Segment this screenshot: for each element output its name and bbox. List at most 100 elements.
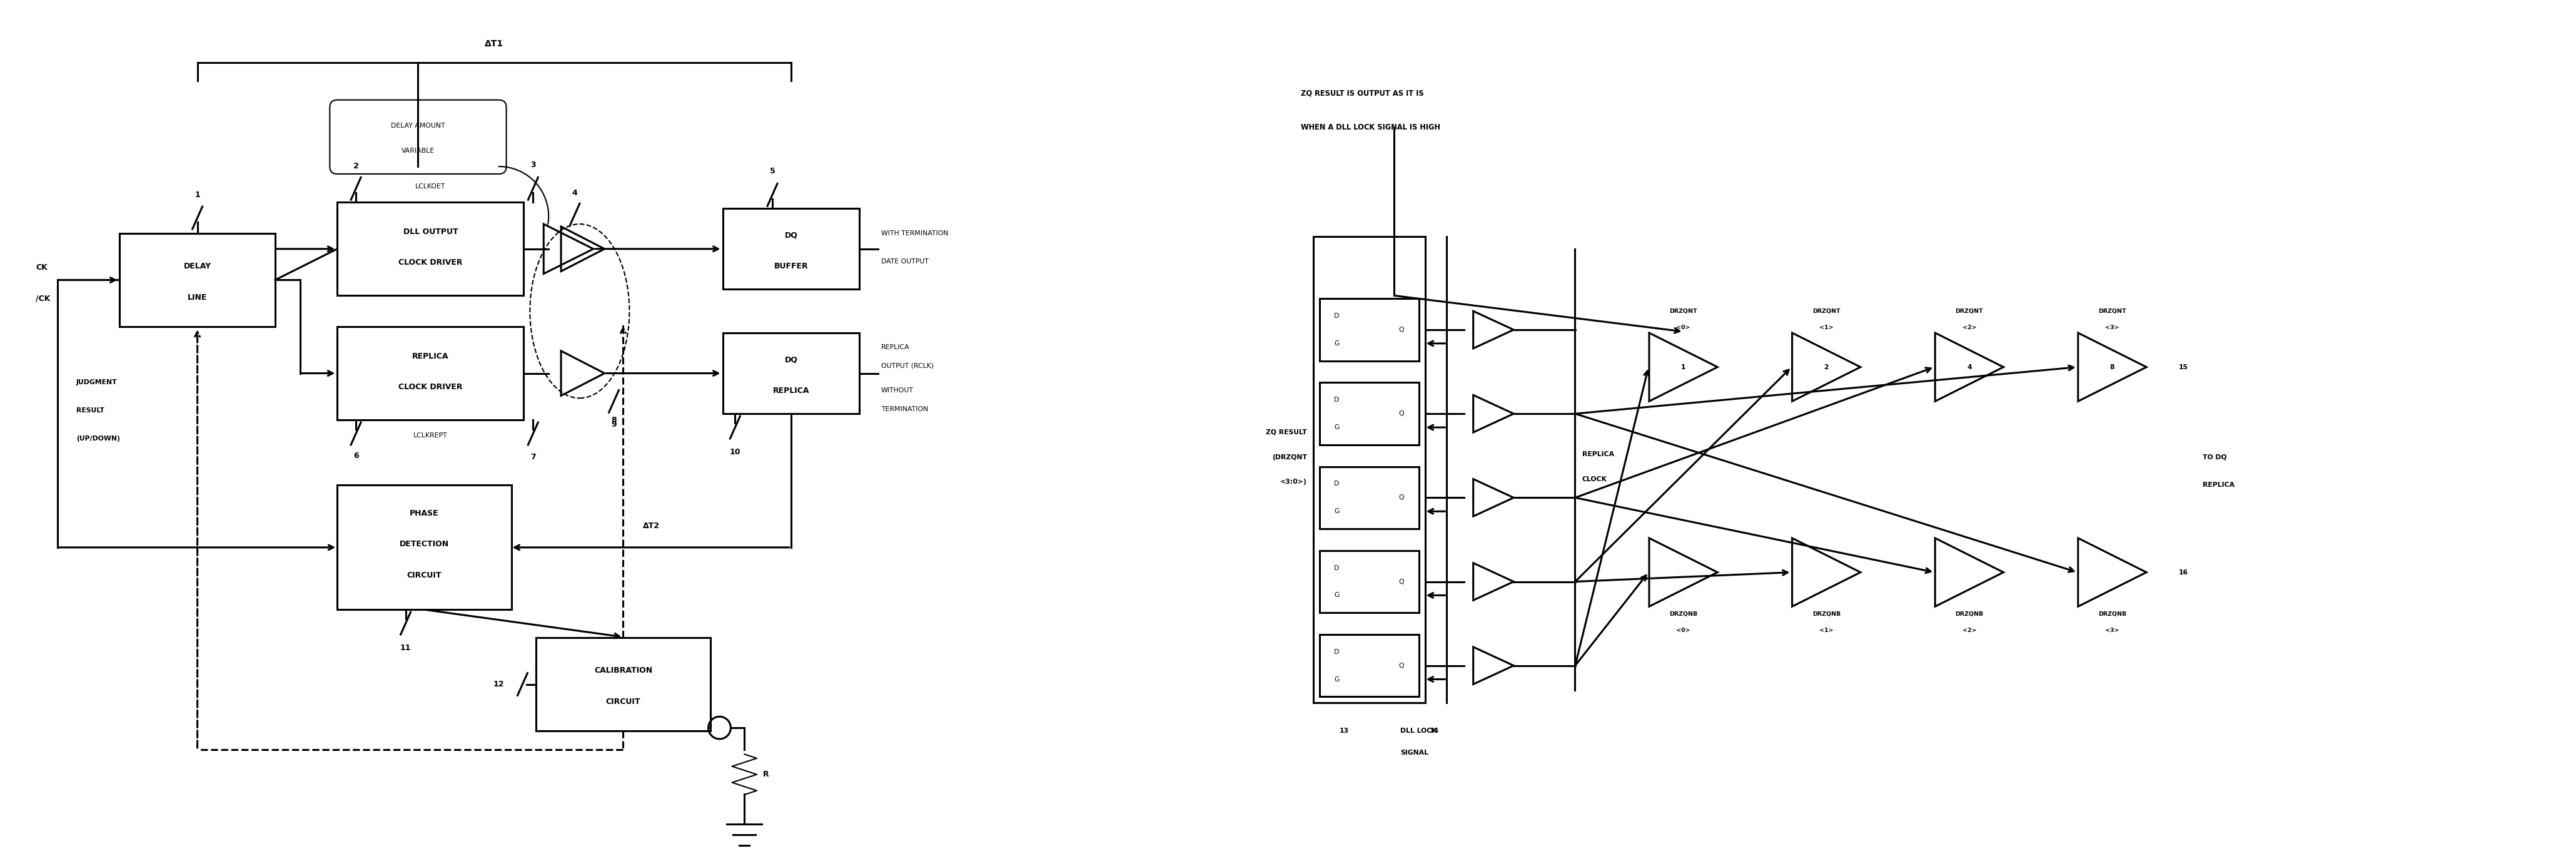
Text: CIRCUIT: CIRCUIT (605, 697, 641, 706)
Text: D: D (1334, 649, 1340, 655)
Bar (1319, 467, 1419, 529)
Text: G: G (1334, 508, 1340, 515)
Text: LINE: LINE (188, 294, 206, 301)
Text: PHASE: PHASE (410, 509, 438, 517)
Text: /CK: /CK (36, 294, 52, 303)
Bar (337, 486, 510, 610)
Text: REPLICA: REPLICA (2202, 482, 2233, 488)
Text: G: G (1334, 592, 1340, 598)
Text: 13: 13 (1340, 728, 1350, 734)
Text: 10: 10 (729, 449, 739, 456)
Text: DRZQNT: DRZQNT (1814, 308, 1839, 314)
Text: DRZQNT: DRZQNT (1669, 308, 1698, 314)
Text: CIRCUIT: CIRCUIT (407, 572, 440, 579)
Text: 8: 8 (611, 416, 616, 424)
Text: 2: 2 (353, 162, 358, 170)
Text: ΔT1: ΔT1 (484, 40, 505, 48)
Text: 12: 12 (495, 680, 505, 688)
Text: <1>: <1> (1819, 325, 1834, 331)
Bar (1319, 299, 1419, 361)
Text: VARIABLE: VARIABLE (402, 147, 435, 154)
Bar (337, 326, 523, 420)
Text: REPLICA: REPLICA (881, 344, 909, 350)
Text: DRZQNB: DRZQNB (1811, 611, 1839, 616)
Text: <2>: <2> (1963, 325, 1976, 331)
Text: DLL OUTPUT: DLL OUTPUT (402, 228, 459, 236)
Text: REPLICA: REPLICA (412, 352, 448, 361)
Text: 3: 3 (531, 161, 536, 169)
Text: <3>: <3> (2105, 628, 2120, 633)
Text: 16: 16 (2179, 569, 2190, 575)
Bar (1314, 237, 1425, 703)
Text: LCLKOET: LCLKOET (415, 183, 446, 189)
Text: Q: Q (1399, 326, 1404, 333)
Text: <0>: <0> (1677, 325, 1690, 331)
Text: Q: Q (1399, 411, 1404, 417)
Text: WITHOUT: WITHOUT (881, 387, 914, 393)
Text: Q: Q (1399, 579, 1404, 585)
Text: BUFFER: BUFFER (773, 263, 809, 270)
Bar (724, 208, 860, 289)
Text: DRZQNT: DRZQNT (2099, 308, 2125, 314)
Text: DATE OUTPUT: DATE OUTPUT (881, 258, 927, 264)
Text: D: D (1334, 397, 1340, 403)
Text: WITH TERMINATION: WITH TERMINATION (881, 230, 948, 237)
Text: 7: 7 (531, 453, 536, 461)
Text: ZQ RESULT IS OUTPUT AS IT IS: ZQ RESULT IS OUTPUT AS IT IS (1301, 90, 1425, 97)
Text: DLL LOCK: DLL LOCK (1401, 728, 1437, 734)
Text: 1: 1 (196, 191, 201, 199)
Bar (536, 638, 711, 731)
Text: <1>: <1> (1819, 628, 1834, 633)
Text: DQ: DQ (786, 356, 799, 363)
Text: CLOCK DRIVER: CLOCK DRIVER (399, 383, 464, 391)
Text: DRZQNB: DRZQNB (1955, 611, 1984, 616)
Text: CLOCK DRIVER: CLOCK DRIVER (399, 258, 464, 267)
Text: 4: 4 (572, 189, 577, 197)
Text: G: G (1334, 424, 1340, 430)
Text: R: R (762, 771, 770, 778)
Text: 2: 2 (1824, 364, 1829, 370)
Bar (1319, 635, 1419, 697)
Text: 6: 6 (353, 452, 358, 460)
Text: DETECTION: DETECTION (399, 540, 448, 548)
Text: ZQ RESULT: ZQ RESULT (1265, 430, 1306, 436)
Text: <3>: <3> (2105, 325, 2120, 331)
Text: TO DQ: TO DQ (2202, 454, 2226, 461)
Text: ΔT2: ΔT2 (644, 522, 659, 530)
Text: DELAY: DELAY (183, 263, 211, 270)
Text: JUDGMENT: JUDGMENT (77, 380, 118, 386)
Text: CLOCK: CLOCK (1582, 476, 1607, 482)
Text: <0>: <0> (1677, 628, 1690, 633)
Text: G: G (1334, 676, 1340, 683)
Text: WHEN A DLL LOCK SIGNAL IS HIGH: WHEN A DLL LOCK SIGNAL IS HIGH (1301, 123, 1440, 132)
Text: 8: 8 (2110, 364, 2115, 370)
Text: CK: CK (36, 263, 46, 271)
Text: CALIBRATION: CALIBRATION (595, 666, 652, 675)
Text: 5: 5 (770, 167, 775, 176)
Bar (1319, 550, 1419, 613)
Bar (1319, 382, 1419, 445)
Text: G: G (1334, 340, 1340, 347)
Text: (DRZQNT: (DRZQNT (1273, 454, 1306, 461)
Text: Q: Q (1399, 494, 1404, 501)
Text: LCLKREPT: LCLKREPT (412, 432, 448, 438)
Text: OUTPUT (RCLK): OUTPUT (RCLK) (881, 362, 933, 369)
Bar (724, 333, 860, 413)
Text: REPLICA: REPLICA (773, 387, 809, 394)
Text: Q: Q (1399, 662, 1404, 669)
Text: DQ: DQ (786, 231, 799, 239)
Text: DRZQNB: DRZQNB (2097, 611, 2125, 616)
Text: D: D (1334, 313, 1340, 319)
Text: DELAY AMOUNT: DELAY AMOUNT (392, 122, 446, 129)
Text: <3:0>): <3:0>) (1280, 479, 1306, 486)
Text: 9: 9 (611, 420, 616, 429)
Text: TERMINATION: TERMINATION (881, 406, 927, 412)
Text: RESULT: RESULT (77, 407, 103, 414)
Text: D: D (1334, 565, 1340, 571)
Text: 15: 15 (2179, 364, 2190, 370)
Text: SIGNAL: SIGNAL (1401, 750, 1427, 756)
Text: 1: 1 (1682, 364, 1685, 370)
Text: 4: 4 (1968, 364, 1971, 370)
Text: <2>: <2> (1963, 628, 1976, 633)
Text: (UP/DOWN): (UP/DOWN) (77, 436, 121, 442)
